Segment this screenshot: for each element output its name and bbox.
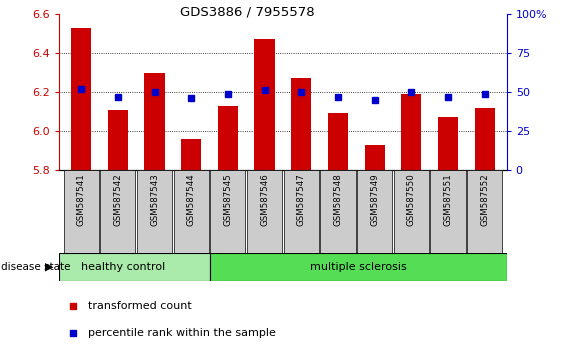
Text: GSM587549: GSM587549 [370, 173, 379, 226]
Bar [100, 170, 136, 253]
Bar [328, 113, 348, 170]
Text: GSM587542: GSM587542 [113, 173, 122, 226]
Bar [467, 170, 502, 253]
Text: transformed count: transformed count [88, 301, 192, 311]
Bar [430, 170, 466, 253]
Bar [284, 170, 319, 253]
Text: GDS3886 / 7955578: GDS3886 / 7955578 [180, 5, 314, 18]
Bar [401, 94, 421, 170]
Text: GSM587543: GSM587543 [150, 173, 159, 226]
Bar [108, 109, 128, 170]
Bar [59, 253, 209, 281]
Bar [209, 253, 507, 281]
Text: disease state: disease state [1, 262, 70, 272]
Bar [475, 108, 495, 170]
Bar [394, 170, 429, 253]
Text: GSM587550: GSM587550 [407, 173, 416, 226]
Text: GSM587552: GSM587552 [480, 173, 489, 226]
Bar [320, 170, 356, 253]
Text: GSM587541: GSM587541 [77, 173, 86, 226]
Text: healthy control: healthy control [81, 262, 166, 272]
Bar [64, 170, 99, 253]
Text: GSM587548: GSM587548 [333, 173, 342, 226]
Text: percentile rank within the sample: percentile rank within the sample [88, 328, 276, 338]
Bar [364, 144, 385, 170]
Text: GSM587546: GSM587546 [260, 173, 269, 226]
Text: GSM587545: GSM587545 [224, 173, 233, 226]
Bar [71, 28, 91, 170]
Bar [181, 139, 202, 170]
Text: GSM587547: GSM587547 [297, 173, 306, 226]
Bar [173, 170, 209, 253]
Bar [254, 39, 275, 170]
Polygon shape [45, 263, 53, 272]
Bar [218, 105, 238, 170]
Bar [357, 170, 392, 253]
Text: GSM587544: GSM587544 [187, 173, 196, 226]
Bar [291, 78, 311, 170]
Bar [438, 117, 458, 170]
Bar [137, 170, 172, 253]
Text: GSM587551: GSM587551 [444, 173, 453, 226]
Bar [145, 73, 164, 170]
Bar [210, 170, 245, 253]
Bar [247, 170, 282, 253]
Text: multiple sclerosis: multiple sclerosis [310, 262, 406, 272]
